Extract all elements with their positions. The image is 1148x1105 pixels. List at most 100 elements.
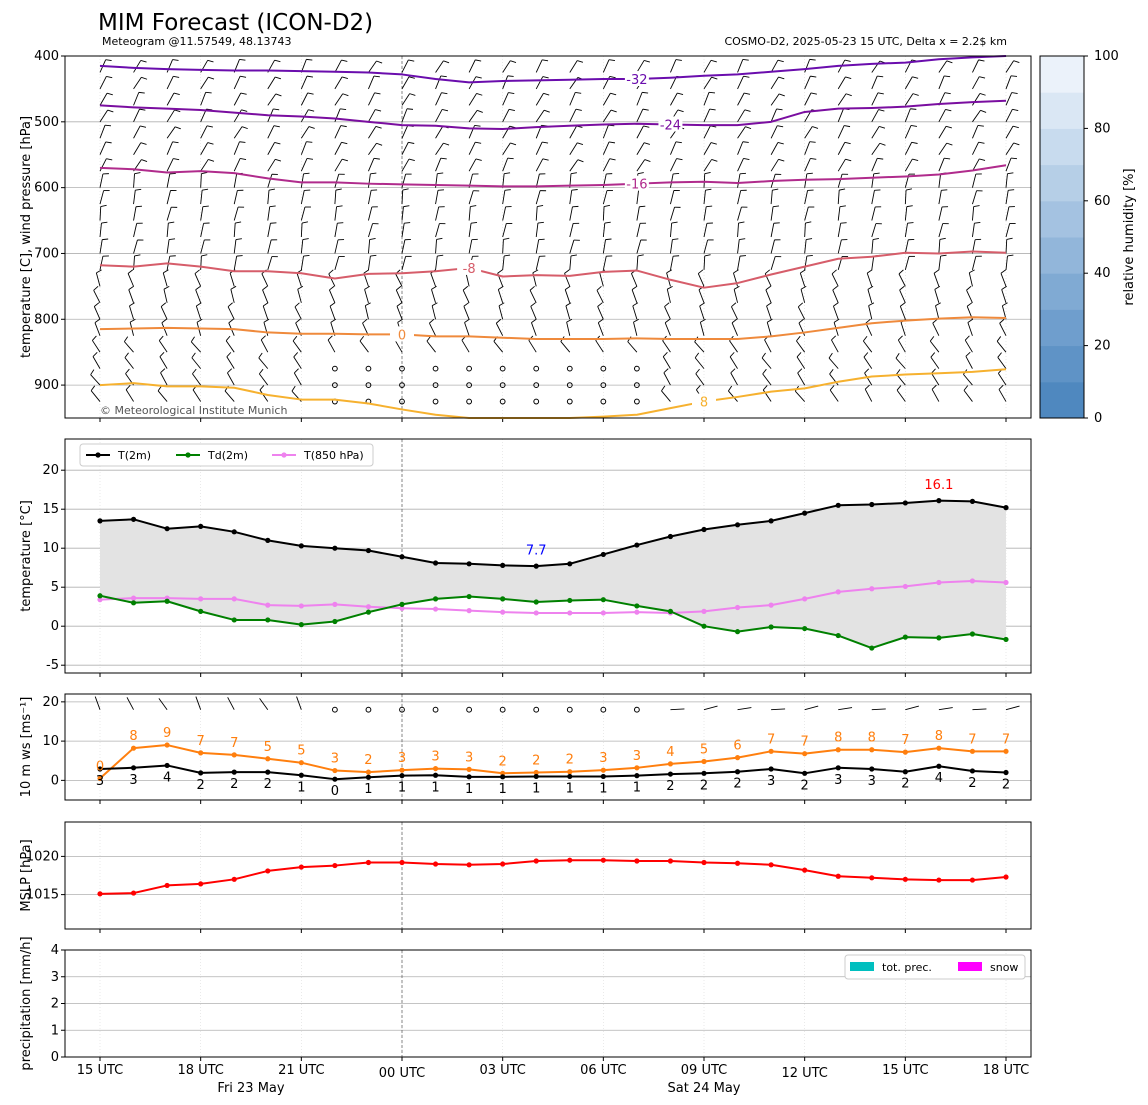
wind-barb-flag [202,188,209,191]
series-point [265,617,271,623]
wind-barb-flag [575,108,582,111]
gust-value-label: 8 [129,729,137,744]
wind-barb-flag [575,92,582,94]
wind-barb [935,305,940,320]
wind-barb-flag [696,385,701,391]
wind-barb [728,390,738,402]
wind-barb [468,223,472,238]
wind-barb [267,76,276,90]
wind-barb-flag [944,75,951,78]
wind-barb-flag [910,125,918,127]
wind-barb [564,289,571,303]
wind-barb [368,190,372,205]
wind-barb-flag [730,368,736,374]
wind-barb [731,322,738,336]
wind-barb-flag [604,221,611,224]
wind-barb [133,190,136,205]
wind-barb-flag [239,141,246,143]
wind-barb [258,373,269,386]
calm-wind-marker [566,365,573,372]
gust-point [533,769,539,776]
wind-barb [938,158,945,172]
wind-barb [670,256,674,270]
wind-barb [502,75,509,90]
series-point [164,598,170,604]
wind-barb-flag [135,205,143,208]
wind-barb-flag [872,238,879,240]
wind-barb-flag [160,302,167,307]
wind-barb [670,207,675,221]
series-point [97,597,103,603]
wind-barb [157,390,168,402]
windspeed-value-label: 0 [331,784,339,799]
y-tick-label: 10 [42,541,59,556]
wind-barb [737,141,744,155]
wind-barb-flag [498,285,504,290]
wind-barb-flag [426,336,431,342]
wind-barb-flag [667,285,673,290]
wind-barb-flag [868,302,875,307]
wind-barb [998,389,1007,402]
wind-barb-flag [642,91,649,94]
calm-wind-marker [466,365,473,372]
wind-barb-flag [1000,269,1007,274]
wind-barb [602,190,608,205]
windspeed-value-label: 3 [129,773,137,788]
wind-barb-flag [978,141,985,144]
wind-barb [804,222,806,238]
wind-barb-flag [773,205,780,208]
y-axis-label: precipitation [mm/h] [19,936,34,1070]
wind-barb-flag [610,109,617,113]
wind-barb [296,272,302,287]
windspeed-value-label: 2 [230,777,238,792]
wind-barb [997,357,1007,369]
wind-barb [334,142,342,155]
wind-barb [1005,173,1008,188]
windspeed-point [298,772,304,778]
wind-barb-flag [934,285,941,290]
series-point [969,631,976,637]
wind-barb-flag [105,141,112,144]
gust-point [1003,748,1009,754]
series-point [399,554,405,560]
wind-barb-flag [226,352,232,358]
gust-value-label: 2 [566,753,574,768]
y-tick-label: 20 [42,695,59,710]
wind-barb-flag [996,336,1002,342]
mslp-point [701,859,707,866]
wind-barb [770,239,775,254]
wind-barb-flag [225,335,231,342]
gust-point [231,752,237,758]
wind-barb [200,255,202,270]
series-point [969,578,976,584]
wind-barb-flag [538,238,545,241]
gust-point [332,767,338,774]
calm-wind-marker [365,706,372,713]
wind-barb-flag [608,59,616,62]
series-point [567,597,573,604]
wind-barb [468,93,477,106]
calm-wind-marker [600,706,607,713]
wind-barb [904,206,908,221]
wind-barb [502,157,509,172]
wind-barb [770,76,779,90]
wind-barb [905,705,919,711]
wind-barb-flag [258,368,264,375]
wind-barb [837,93,847,106]
wind-barb-flag [464,318,470,323]
legend-marker [95,452,101,458]
wind-barb-flag [577,159,584,163]
series-point [667,608,674,614]
series-point [1003,579,1009,586]
calm-wind-marker [566,382,573,388]
wind-barb-flag [92,351,98,357]
wind-barb [904,125,912,139]
wind-barb-flag [845,158,852,162]
wind-barb [535,223,539,238]
wind-barb [300,206,306,221]
series-point [399,601,405,607]
wind-barb [837,125,845,139]
wind-barb [804,141,811,155]
wind-barb-flag [274,59,281,63]
y-tick-label: 0 [51,619,59,634]
